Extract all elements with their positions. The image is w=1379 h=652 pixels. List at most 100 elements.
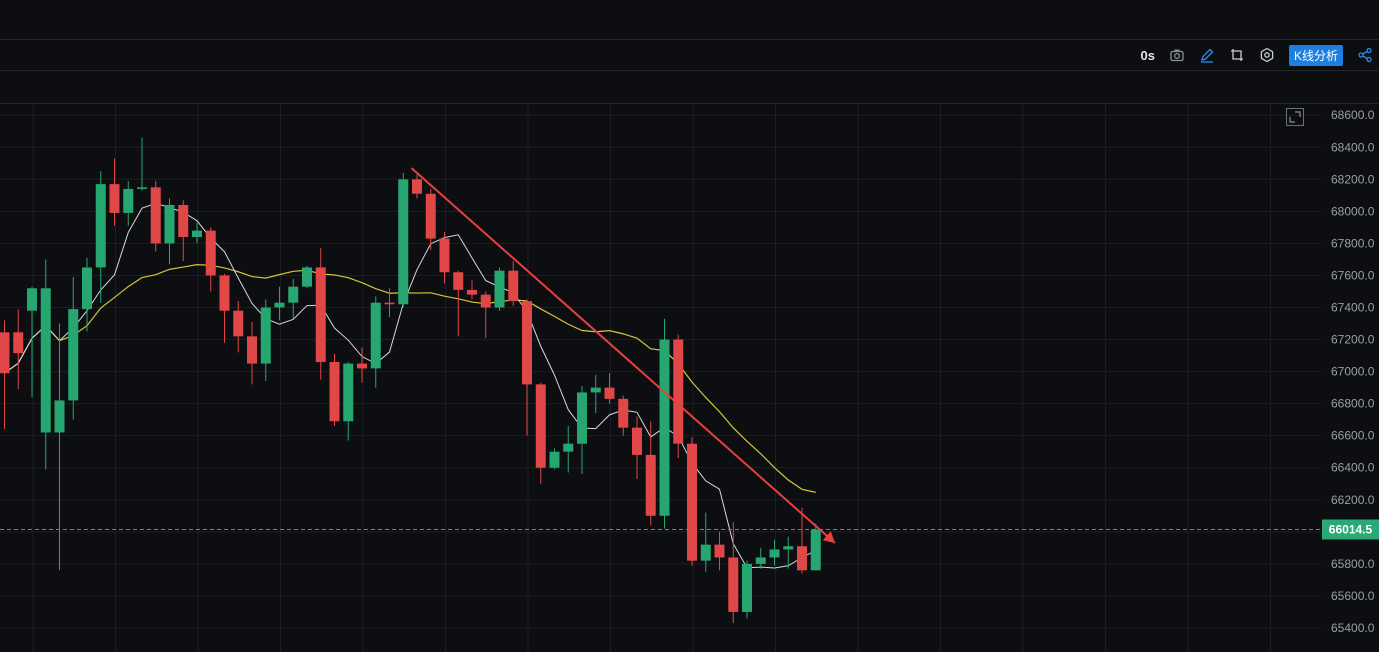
candle-body (755, 557, 766, 564)
camera-icon[interactable] (1169, 47, 1185, 63)
trend-arrow-head (822, 531, 835, 544)
candle-body (673, 339, 684, 444)
candlestick-chart[interactable]: 68600.0 68400.0 68200.0 68000.0 67800.0 67600… (0, 104, 1379, 652)
candle (13, 309, 24, 390)
price-tick-label: 68400.0 (1331, 140, 1375, 154)
chart-toolbar: 0s K线分析 (0, 40, 1379, 71)
candle-body (150, 187, 161, 244)
candle (233, 301, 244, 353)
candle (164, 198, 175, 265)
candle (54, 323, 65, 571)
candle (260, 299, 271, 382)
candle (783, 536, 794, 569)
candle-body (632, 427, 642, 455)
kline-analysis-button[interactable]: K线分析 (1288, 44, 1343, 66)
crop-icon[interactable] (1229, 47, 1245, 63)
candle-body (742, 563, 752, 612)
candle (742, 560, 752, 619)
candle-body (302, 267, 312, 287)
candle-body (522, 301, 532, 385)
candle (439, 232, 450, 284)
price-tick-label: 66800.0 (1331, 397, 1375, 411)
candle (384, 288, 395, 318)
candle (412, 174, 422, 199)
price-tick-label: 67400.0 (1331, 300, 1375, 314)
price-tick-label: 66200.0 (1331, 493, 1375, 507)
candle (577, 386, 587, 475)
candle-body (769, 549, 780, 558)
candle (27, 286, 37, 398)
price-tick-label: 66400.0 (1331, 461, 1375, 475)
candle-body (288, 286, 299, 303)
price-tick-label: 65800.0 (1331, 557, 1375, 571)
share-icon[interactable] (1357, 47, 1373, 63)
candle (522, 299, 532, 436)
candle-body (370, 302, 381, 369)
candle (508, 261, 519, 306)
candle (645, 421, 656, 526)
candle-body (645, 454, 656, 516)
indicator-strip (0, 71, 1379, 104)
candle-body (535, 384, 546, 468)
candle-body (618, 398, 629, 428)
candle (425, 188, 436, 250)
price-tick-label: 68600.0 (1331, 108, 1375, 122)
candle (467, 280, 477, 300)
candle (343, 361, 354, 441)
candle (178, 200, 189, 262)
candle (797, 507, 807, 574)
candle (274, 286, 285, 321)
candle-body (453, 272, 464, 290)
candle (68, 277, 79, 420)
interval-selector[interactable]: 0s (1140, 47, 1155, 63)
candle (700, 512, 711, 572)
top-bar (0, 0, 1379, 40)
candle-body (412, 179, 422, 194)
candle-body (178, 204, 189, 237)
candle (755, 547, 766, 569)
candle-body (68, 309, 79, 401)
candle (632, 416, 642, 479)
candle (219, 273, 230, 343)
candle (590, 374, 601, 414)
candle-body (82, 267, 92, 310)
candle-body (192, 230, 202, 237)
candle (123, 180, 134, 226)
candle-body (233, 310, 244, 337)
candle (563, 426, 574, 473)
trend-arrow-line (410, 167, 836, 544)
candle (40, 259, 51, 470)
candle-body (467, 289, 477, 295)
pencil-icon[interactable] (1199, 47, 1215, 63)
price-axis: 68600.0 68400.0 68200.0 68000.0 67800.0 67600… (1331, 108, 1375, 635)
candle-body (590, 387, 601, 393)
candle (357, 347, 367, 383)
candle (480, 291, 491, 338)
candle (604, 373, 615, 404)
candle (315, 248, 326, 380)
candle-body (329, 361, 340, 422)
candle (535, 382, 546, 484)
candle (687, 437, 697, 566)
candle (370, 296, 381, 388)
candles-layer (0, 137, 821, 624)
expand-icon[interactable] (1286, 108, 1304, 126)
candle-body (95, 184, 106, 268)
candle (728, 522, 739, 624)
candle-body (274, 302, 285, 308)
candle (137, 137, 147, 191)
settings-icon[interactable] (1259, 47, 1275, 63)
candle (205, 227, 216, 292)
last-price-badge (1322, 519, 1379, 540)
candle-body (357, 363, 367, 369)
candle (659, 318, 670, 529)
price-tick-label: 66600.0 (1331, 429, 1375, 443)
candle (549, 448, 560, 470)
candle-body (398, 179, 409, 305)
candle-body (797, 546, 807, 571)
candle (302, 265, 312, 289)
candle (769, 539, 780, 566)
candle (288, 278, 299, 319)
candle-body (27, 288, 37, 311)
candle (95, 171, 106, 303)
